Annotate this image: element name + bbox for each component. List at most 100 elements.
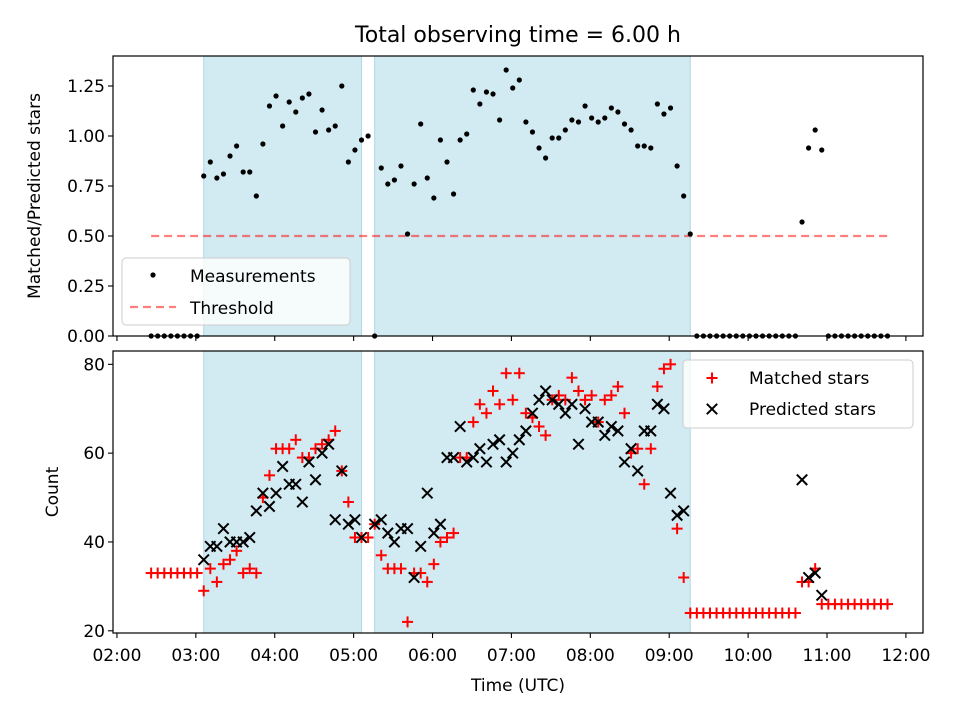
predicted-star-marker	[460, 456, 473, 468]
matched-star-marker	[533, 420, 545, 432]
figure-title: Total observing time = 6.00 h	[354, 23, 681, 48]
predicted-star-marker	[303, 456, 315, 468]
matched-star-marker	[494, 398, 506, 410]
measurement-point	[207, 159, 213, 165]
matched-star-marker	[434, 536, 446, 548]
measurement-point	[293, 109, 299, 115]
predicted-star-marker	[210, 540, 223, 553]
legend-marker-predicted	[706, 403, 718, 415]
matched-star-marker	[513, 367, 525, 379]
matched-star-marker	[375, 549, 387, 561]
measurement-point	[615, 109, 621, 115]
bottom-x-axis-label: Time (UTC)	[470, 676, 565, 696]
measurement-point	[444, 159, 450, 165]
measurement-point	[569, 117, 575, 123]
bottom-axes-frame	[112, 350, 924, 634]
matched-star-marker	[395, 563, 407, 575]
predicted-star-marker	[276, 460, 289, 473]
predicted-star-marker	[243, 531, 256, 544]
legend-marker-measurements	[150, 272, 156, 278]
measurement-point	[536, 145, 542, 151]
predicted-star-marker	[539, 385, 552, 397]
matched-star-marker	[638, 478, 650, 490]
matched-star-marker	[881, 598, 893, 610]
matched-star-marker	[665, 358, 677, 370]
measurement-point	[220, 171, 227, 177]
matched-star-marker	[671, 523, 683, 535]
matched-star-marker	[402, 616, 414, 628]
measurement-point	[556, 135, 562, 141]
measurement-point	[470, 87, 476, 93]
top-window-2	[374, 55, 691, 337]
measurement-point	[404, 231, 411, 237]
predicted-star-marker	[552, 398, 565, 411]
predicted-star-marker	[572, 438, 585, 451]
measurement-point	[641, 143, 647, 149]
legend-label-matched: Matched stars	[749, 369, 869, 389]
matched-star-marker	[198, 585, 210, 597]
top-y-axis-label: Matched/Predicted stars	[25, 93, 45, 299]
bottom-xtick-label: 12:00	[881, 646, 930, 666]
predicted-star-marker	[296, 496, 309, 508]
measurement-point	[227, 153, 233, 159]
predicted-star-marker	[447, 451, 460, 464]
predicted-star-marker	[401, 522, 414, 535]
matched-star-marker	[204, 563, 216, 575]
bottom-xtick-label: 06:00	[408, 646, 457, 666]
matched-star-marker	[263, 469, 275, 481]
measurement-point	[424, 175, 430, 181]
measurement-point	[411, 181, 417, 187]
matched-star-marker	[619, 407, 631, 419]
top-x-ticks	[116, 336, 907, 341]
measurement-point	[628, 127, 634, 133]
top-y-ticks: 0.00 0.25 0.50 0.75 1.00 1.25	[67, 77, 113, 347]
measurement-point	[306, 91, 312, 97]
predicted-star-marker	[289, 478, 302, 491]
predicted-star-marker	[664, 487, 677, 500]
measurement-point	[398, 163, 404, 169]
measurement-point	[437, 137, 444, 143]
matched-star-marker	[553, 389, 565, 401]
matched-star-marker	[559, 394, 571, 406]
matched-star-marker	[612, 381, 624, 393]
predicted-star-marker	[618, 456, 631, 468]
measurement-point	[490, 91, 496, 97]
measurement-point	[562, 127, 568, 133]
measurement-points	[148, 67, 891, 339]
predicted-star-marker	[500, 456, 513, 468]
predicted-star-marker	[408, 571, 421, 584]
predicted-star-marker	[809, 567, 822, 579]
predicted-star-marker	[598, 429, 611, 442]
bottom-xtick-label: 08:00	[566, 646, 615, 666]
matched-star-marker	[310, 443, 321, 455]
matched-star-marker	[507, 394, 519, 406]
matched-star-marker	[645, 443, 657, 455]
matched-star-marker	[500, 367, 512, 379]
predicted-star-marker	[197, 553, 210, 566]
bottom-legend: Matched stars Predicted stars	[682, 359, 914, 429]
top-panel: 0.00 0.25 0.50 0.75 1.00 1.25 Matched/Predict…	[25, 55, 924, 347]
predicted-star-marker	[671, 509, 684, 522]
matched-star-marker	[428, 558, 440, 570]
matched-star-marker	[789, 607, 801, 619]
bottom-ytick-label: 60	[83, 444, 105, 464]
measurement-point	[575, 119, 582, 125]
matched-star-marker	[415, 567, 427, 579]
matched-star-marker	[191, 567, 203, 579]
matched-star-marker	[250, 567, 262, 579]
bottom-y-axis-label: Count	[43, 466, 63, 517]
legend-plus	[706, 372, 718, 384]
top-legend-box	[121, 257, 351, 326]
predicted-star-marker	[414, 540, 427, 553]
matched-star-marker	[329, 425, 341, 437]
measurement-point	[687, 231, 693, 237]
bottom-ytick-label: 40	[83, 533, 105, 553]
legend-label-predicted: Predicted stars	[749, 400, 876, 420]
bottom-y-ticks: 20 40 60 80	[83, 355, 113, 642]
bottom-xtick-label: 04:00	[250, 646, 299, 666]
predicted-star-marker	[217, 522, 230, 535]
measurement-point	[549, 135, 555, 141]
top-ytick-label: 1.00	[67, 127, 105, 147]
measurement-point	[286, 99, 292, 105]
